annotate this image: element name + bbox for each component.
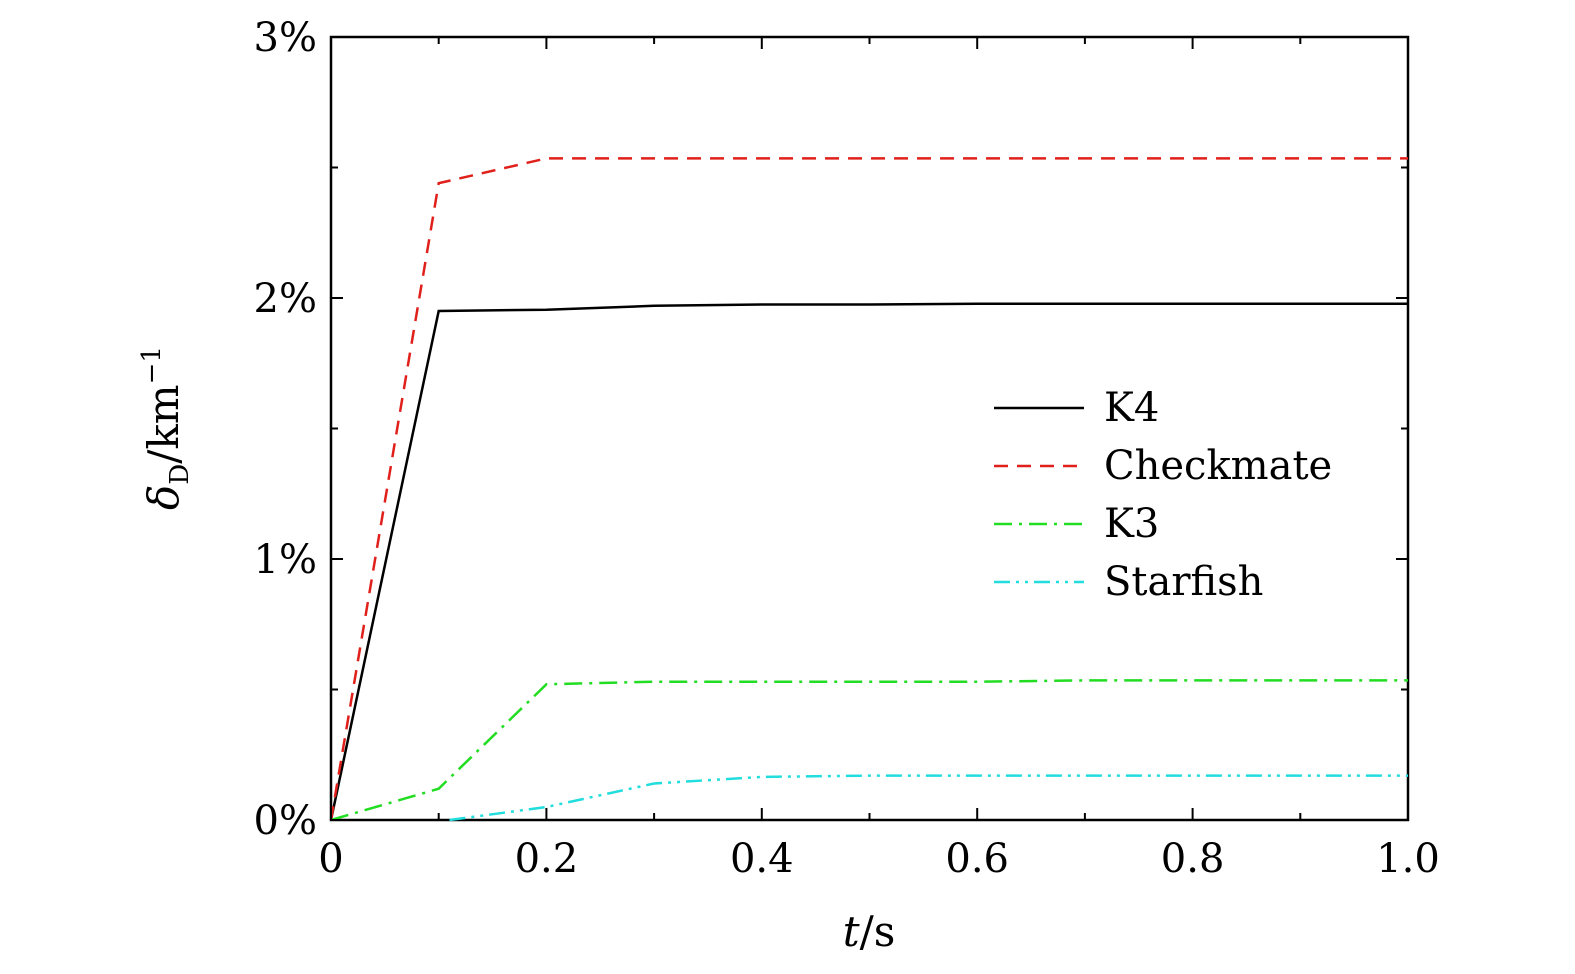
y-tick-label: 3%	[254, 15, 317, 61]
plot-frame	[329, 35, 1410, 822]
series-line-starfish	[449, 774, 1408, 822]
legend-label-k4: K4	[1104, 385, 1159, 431]
x-axis-label-unit: /s	[860, 907, 896, 956]
x-tick-label: 0	[318, 836, 343, 882]
x-axis-label: t/s	[843, 907, 896, 956]
x-axis-label-var: t	[843, 907, 860, 956]
x-tick-label: 0.2	[515, 836, 579, 882]
y-axis-label-superscript: −1	[137, 346, 167, 384]
legend-item-k3: K3	[994, 501, 1159, 547]
x-tick-label: 0.4	[730, 836, 794, 882]
series-line-k3	[330, 679, 1408, 822]
series-layer	[329, 157, 1408, 822]
legend-item-k4: K4	[994, 385, 1159, 431]
series-line-checkmate	[329, 157, 1408, 821]
x-tick-label: 1.0	[1376, 836, 1440, 882]
legend-item-starfish: Starfish	[994, 559, 1263, 605]
y-tick-label: 2%	[254, 276, 317, 322]
axis-ticks: 0 0.2 0.4 0.6 0.8 1.0 0% 1% 2% 3%	[254, 15, 1440, 882]
y-axis-label-symbol: δ	[139, 485, 188, 510]
y-axis-label: δD/km−1	[137, 346, 195, 510]
legend-label-k3: K3	[1104, 501, 1159, 547]
y-axis-label-subscript: D	[165, 464, 195, 485]
legend-label-checkmate: Checkmate	[1104, 443, 1332, 489]
y-axis-label-unit: /km	[139, 384, 188, 463]
legend-item-checkmate: Checkmate	[994, 443, 1332, 489]
series-line-k4	[329, 302, 1408, 821]
x-tick-label: 0.6	[945, 836, 1009, 882]
y-tick-label: 0%	[254, 798, 317, 844]
y-tick-label: 1%	[254, 537, 317, 583]
legend: K4 Checkmate K3 Starfish	[994, 385, 1332, 605]
legend-label-starfish: Starfish	[1104, 559, 1263, 605]
x-tick-label: 0.8	[1161, 836, 1225, 882]
